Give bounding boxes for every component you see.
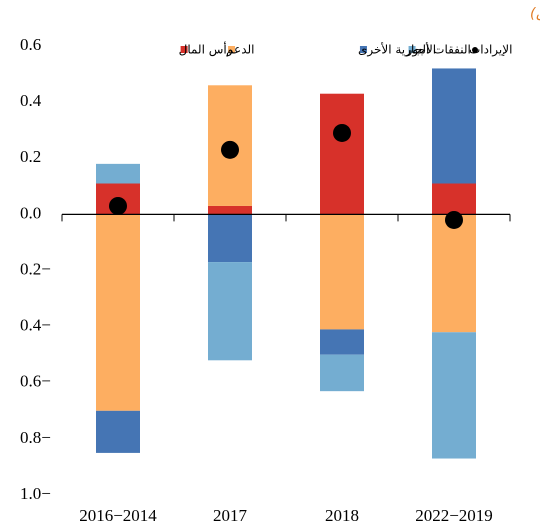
bar-segment (432, 68, 476, 184)
legend-marker (228, 46, 236, 53)
bar-segment (96, 214, 140, 411)
y-tick-label: 0.6− (20, 372, 51, 391)
x-tick-label: 2016−2014 (79, 506, 157, 525)
bar-segment (208, 214, 252, 263)
bar-segment (96, 410, 140, 453)
y-tick-label: 0.4 (20, 91, 42, 110)
x-tick-label: 2022−2019 (415, 506, 493, 525)
y-tick-label: 0.8− (20, 428, 51, 447)
y-tick-label: 0.0 (20, 203, 41, 222)
point (445, 210, 463, 229)
bar-segment (432, 183, 476, 215)
legend-marker (180, 46, 188, 53)
point (333, 123, 351, 142)
bar-segment (320, 329, 364, 355)
y-tick-label: 0.2 (20, 147, 41, 166)
x-tick-label: 2017 (213, 506, 248, 525)
bar-segment (432, 214, 476, 333)
bar-segment (320, 93, 364, 215)
bar-segment (208, 262, 252, 361)
legend-label: الأجور (406, 42, 437, 58)
point (221, 140, 239, 159)
bar-segment (208, 205, 252, 215)
y-tick-label: 0.6 (20, 35, 41, 54)
legend-label: النفقات الجارية الأخرى (358, 42, 471, 58)
legend-marker (408, 46, 416, 53)
y-tick-label: 0.4− (20, 316, 51, 335)
legend-label: رأس المال (179, 42, 233, 58)
legend-marker (472, 47, 478, 53)
x-tick-label: 2018 (325, 506, 359, 525)
y-tick-label: 0.2− (20, 259, 51, 278)
bar-segment (320, 214, 364, 330)
legend-marker (359, 46, 367, 53)
point (109, 196, 127, 215)
bar-segment (96, 163, 140, 184)
y-tick-label: 1.0− (20, 484, 51, 503)
legend-label: الدعم (226, 43, 254, 57)
legend-label: الإيرادات (469, 43, 512, 58)
bar-segment (432, 332, 476, 459)
bar-segment (320, 354, 364, 392)
chart-title: عبر البلدان) (530, 6, 540, 22)
